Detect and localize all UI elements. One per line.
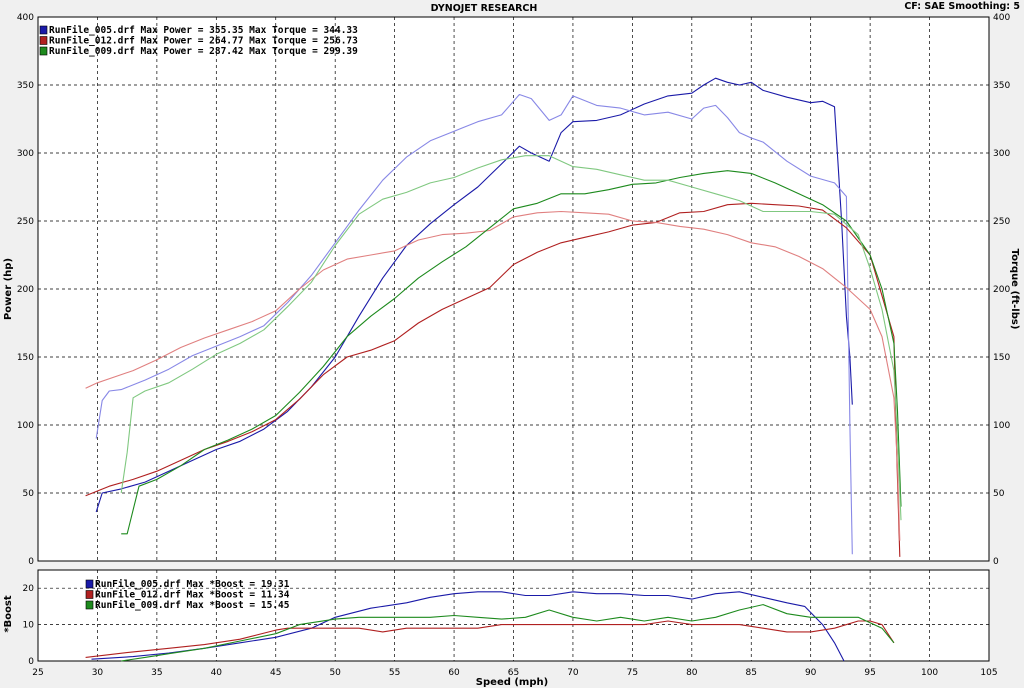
series-line-runfile-005-torque [95, 93, 853, 555]
power-axis-ticks: 0 50 100 150 200 250 300 350 400 [17, 13, 34, 567]
legend-entry: RunFile_012.drf Max Power = 264.77 Max T… [49, 36, 358, 47]
boost-tick-label: 0 [28, 657, 34, 667]
torque-tick-label: 300 [993, 149, 1010, 159]
boost-tick-label: 10 [23, 621, 35, 631]
series-line-runfile-012-power [85, 202, 901, 557]
main-legend: RunFile_005.drf Max Power = 355.35 Max T… [39, 25, 358, 57]
power-tick-label: 250 [17, 217, 34, 227]
boost-axis-label: *Boost [3, 595, 14, 633]
boost-legend: RunFile_005.drf Max *Boost = 19.31RunFil… [85, 579, 290, 611]
torque-tick-label: 350 [993, 81, 1010, 91]
power-tick-label: 200 [17, 285, 34, 295]
legend-entry: RunFile_009.drf Max Power = 287.42 Max T… [49, 46, 358, 57]
series-line-runfile-012-boost [85, 620, 895, 658]
legend-swatch [39, 46, 48, 56]
boost-series [85, 591, 895, 662]
legend-swatch [85, 590, 94, 599]
boost-axis-ticks: 0 10 20 [23, 584, 35, 667]
x-tick-label: 35 [151, 668, 162, 678]
legend-swatch [85, 600, 94, 610]
power-tick-label: 150 [17, 353, 34, 363]
speed-axis-label: Speed (mph) [476, 677, 548, 688]
power-tick-label: 50 [23, 489, 35, 499]
legend-swatch [39, 25, 48, 35]
main-panel: 0 50 100 150 200 250 300 350 400 0 50 100 150 200 250… [3, 13, 1020, 567]
boost-panel: 0 10 20 *Boost RunFile_005.drf Max *Boost … [3, 569, 990, 667]
torque-axis-ticks: 0 50 100 150 200 250 300 350 400 [993, 13, 1010, 567]
x-tick-label: 95 [864, 668, 875, 678]
x-tick-label: 45 [270, 668, 281, 678]
torque-tick-label: 0 [993, 557, 999, 567]
x-tick-label: 40 [211, 668, 223, 678]
power-tick-label: 0 [28, 557, 34, 567]
x-tick-label: 30 [92, 668, 104, 678]
legend-swatch [39, 36, 48, 45]
power-tick-label: 300 [17, 149, 34, 159]
x-tick-label: 70 [567, 668, 579, 678]
legend-entry: RunFile_005.drf Max Power = 355.35 Max T… [49, 25, 358, 36]
series-line-runfile-009-boost [121, 604, 895, 662]
torque-tick-label: 250 [993, 217, 1010, 227]
x-tick-label: 25 [32, 668, 43, 678]
torque-tick-label: 100 [993, 421, 1010, 431]
x-tick-label: 65 [508, 668, 519, 678]
series-line-runfile-009-torque [120, 155, 902, 521]
chart-title: DYNOJET RESEARCH [431, 3, 538, 14]
x-tick-label: 50 [329, 668, 341, 678]
x-tick-label: 75 [627, 668, 638, 678]
x-tick-label: 100 [921, 668, 938, 678]
series-line-runfile-005-boost [91, 591, 845, 662]
x-tick-label: 80 [686, 668, 698, 678]
legend-swatch [85, 579, 94, 589]
torque-tick-label: 150 [993, 353, 1010, 363]
power-tick-label: 350 [17, 81, 34, 91]
x-tick-label: 105 [980, 668, 997, 678]
legend-entry: RunFile_005.drf Max *Boost = 19.31 [95, 579, 290, 590]
series-line-runfile-009-power [121, 170, 902, 535]
legend-entry: RunFile_012.drf Max *Boost = 11.34 [95, 590, 290, 601]
x-tick-label: 90 [805, 668, 817, 678]
x-tick-label: 85 [746, 668, 757, 678]
power-axis-label: Power (hp) [3, 258, 14, 320]
speed-axis-ticks: 25 30 35 40 45 50 55 60 65 70 75 80 85 90 95 100 105 [32, 668, 997, 678]
series-line-runfile-012-torque [85, 210, 901, 541]
torque-axis-label: Torque (ft-lbs) [1009, 249, 1020, 330]
main-series [85, 77, 902, 557]
torque-tick-label: 50 [993, 489, 1005, 499]
power-tick-label: 400 [17, 13, 34, 23]
x-tick-label: 60 [448, 668, 460, 678]
torque-tick-label: 200 [993, 285, 1010, 295]
x-tick-label: 55 [389, 668, 400, 678]
torque-tick-label: 400 [993, 13, 1010, 23]
chart-settings: CF: SAE Smoothing: 5 [904, 1, 1020, 12]
main-grid [38, 17, 989, 561]
series-line-runfile-005-power [95, 77, 853, 513]
power-tick-label: 100 [17, 421, 34, 431]
boost-tick-label: 20 [23, 584, 35, 594]
legend-entry: RunFile_009.drf Max *Boost = 15.45 [95, 600, 290, 611]
